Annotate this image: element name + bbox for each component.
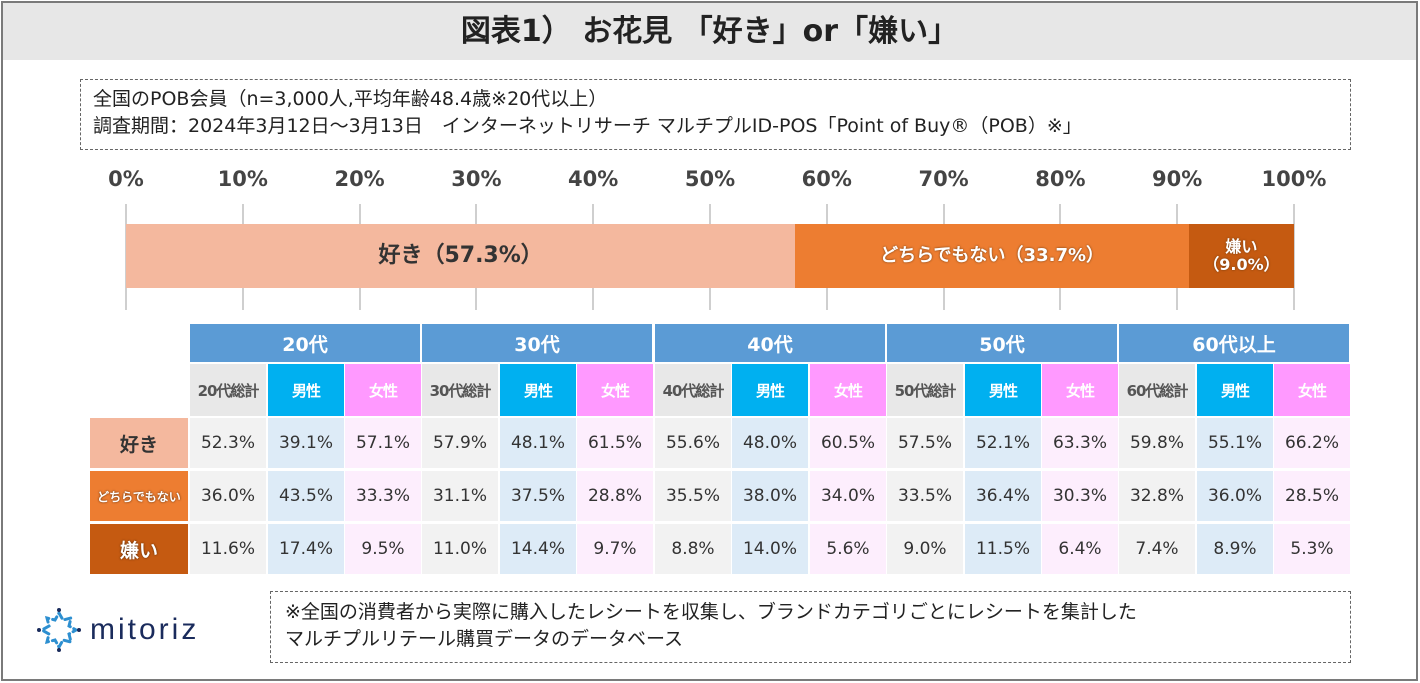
table-cell: 59.8% [1119,418,1195,468]
mitoriz-logo: mitoriz [36,600,199,660]
total-subheader: 60代総計 [1119,364,1195,416]
figure-title: 図表1） お花見 「好き」or「嫌い」 [460,14,959,49]
table-cell: 9.0% [887,524,963,574]
bar-segment: どちらでもない（33.7%） [795,224,1189,288]
female-subheader: 女性 [1042,364,1118,416]
mitoriz-logo-icon [37,608,81,652]
logo-text: mitoriz [90,613,200,646]
survey-info-line-2: 調査期間：2024年3月12日〜3月13日 インターネットリサーチ マルチプルI… [93,115,1082,137]
table-cell: 38.0% [732,471,808,521]
bar-segment: 嫌い （9.0%） [1188,224,1294,288]
age-group-header: 30代 [422,324,654,362]
table-cell: 61.5% [577,418,653,468]
x-tick-label: 90% [1152,167,1203,191]
bar-segment: 好き（57.3%） [126,224,796,288]
table-cell: 17.4% [268,524,344,574]
table-cell: 9.5% [345,524,421,574]
x-tick-label: 10% [217,167,268,191]
male-subheader: 男性 [965,364,1041,416]
table-cell: 39.1% [268,418,344,468]
table-cell: 6.4% [1042,524,1118,574]
row-header: 好き [90,418,188,468]
age-group-header: 20代 [190,324,422,362]
title-bar: 図表1） お花見 「好き」or「嫌い」 [3,3,1416,60]
table-cell: 48.0% [732,418,808,468]
x-tick-label: 70% [918,167,969,191]
table-cell: 36.0% [1197,471,1273,521]
table-cell: 34.0% [810,471,886,521]
bar-data-label: 嫌い （9.0%） [1203,236,1280,274]
table-cell: 36.4% [965,471,1041,521]
table-cell: 55.1% [1197,418,1273,468]
x-tick-label: 20% [334,167,385,191]
table-cell: 52.3% [190,418,266,468]
table-cell: 37.5% [500,471,576,521]
x-tick-label: 60% [801,167,852,191]
table-cell: 57.1% [345,418,421,468]
table-cell: 7.4% [1119,524,1195,574]
female-subheader: 女性 [810,364,886,416]
x-tick-label: 40% [568,167,619,191]
female-subheader: 女性 [345,364,421,416]
footnote-line-1: ※全国の消費者から実際に購入したレシートを収集し、ブランドカテゴリごとにレシート… [285,601,1137,623]
table-cell: 28.5% [1274,471,1350,521]
table-cell: 9.7% [577,524,653,574]
x-tick-label: 50% [684,167,736,191]
total-subheader: 20代総計 [190,364,266,416]
table-cell: 33.5% [887,471,963,521]
total-subheader: 40代総計 [655,364,731,416]
x-tick-label: 0% [108,167,144,191]
footnote-line-2: マルチプルリテール購買データのデータベース [285,628,684,650]
x-tick-label: 80% [1035,167,1086,191]
table-cell: 14.0% [732,524,808,574]
table-cell: 5.6% [810,524,886,574]
survey-info-line-1: 全国のPOB会員（n=3,000人,平均年齢48.4歳※20代以上） [93,88,608,110]
x-gridline [1293,204,1295,310]
table-cell: 11.6% [190,524,266,574]
x-tick-label: 30% [451,167,502,191]
table-cell: 57.9% [422,418,498,468]
table-cell: 36.0% [190,471,266,521]
table-cell: 48.1% [500,418,576,468]
age-group-header: 50代 [887,324,1119,362]
table-cell: 31.1% [422,471,498,521]
footnote-box: ※全国の消費者から実際に購入したレシートを収集し、ブランドカテゴリごとにレシート… [270,591,1351,663]
table-cell: 60.5% [810,418,886,468]
male-subheader: 男性 [268,364,344,416]
total-subheader: 30代総計 [422,364,498,416]
table-cell: 55.6% [655,418,731,468]
table-cell: 63.3% [1042,418,1118,468]
table-cell: 66.2% [1274,418,1350,468]
male-subheader: 男性 [1197,364,1273,416]
bar-data-label: どちらでもない（33.7%） [880,244,1104,266]
female-subheader: 女性 [1274,364,1350,416]
table-cell: 32.8% [1119,471,1195,521]
age-group-header: 60代以上 [1119,324,1351,362]
x-tick-label: 100% [1261,167,1327,191]
male-subheader: 男性 [732,364,808,416]
table-cell: 5.3% [1274,524,1350,574]
table-cell: 11.0% [422,524,498,574]
total-subheader: 50代総計 [887,364,963,416]
survey-info-box: 全国のPOB会員（n=3,000人,平均年齢48.4歳※20代以上） 調査期間：… [80,79,1351,150]
female-subheader: 女性 [577,364,653,416]
male-subheader: 男性 [500,364,576,416]
table-cell: 8.9% [1197,524,1273,574]
table-cell: 30.3% [1042,471,1118,521]
table-cell: 52.1% [965,418,1041,468]
bar-data-label: 好き（57.3%） [378,243,543,269]
row-header: どちらでもない [90,471,188,521]
table-cell: 28.8% [577,471,653,521]
table-cell: 8.8% [655,524,731,574]
table-cell: 14.4% [500,524,576,574]
table-cell: 11.5% [965,524,1041,574]
table-cell: 35.5% [655,471,731,521]
table-cell: 43.5% [268,471,344,521]
age-group-header: 40代 [655,324,887,362]
table-cell: 57.5% [887,418,963,468]
table-cell: 33.3% [345,471,421,521]
row-header: 嫌い [90,524,188,574]
